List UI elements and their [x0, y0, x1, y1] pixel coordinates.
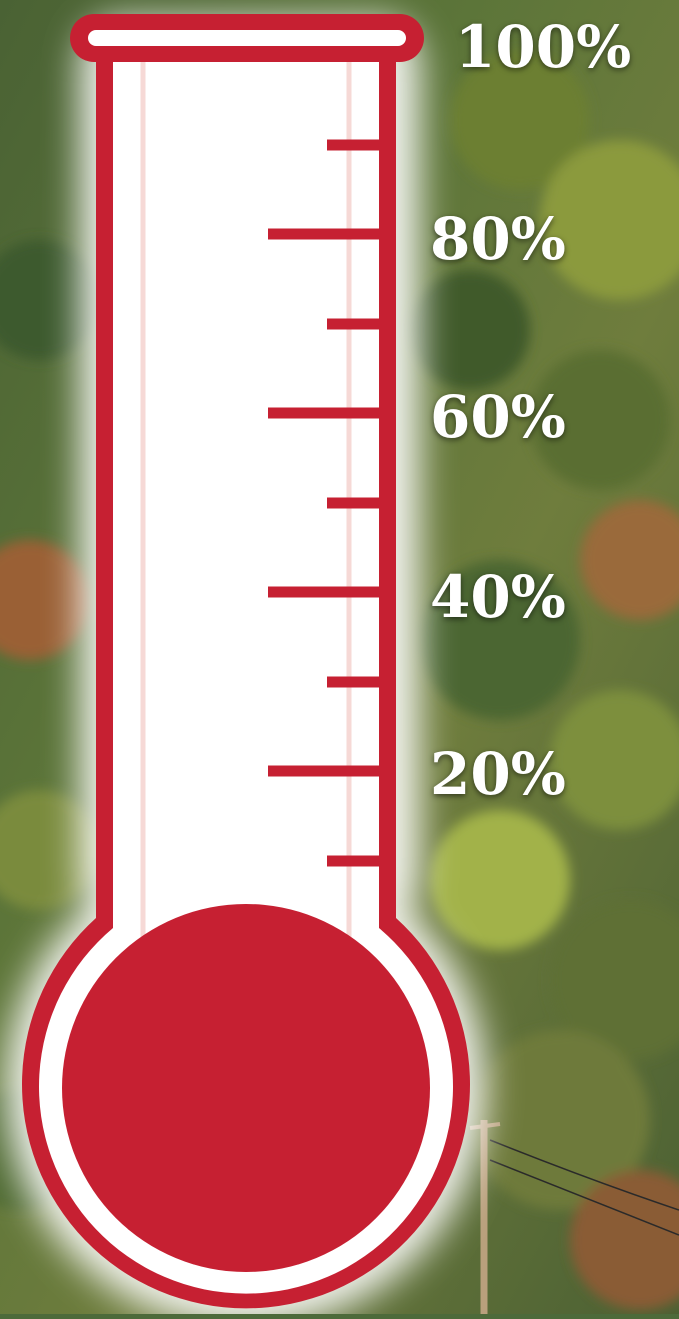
- thermometer-body: [22, 14, 471, 1309]
- label-40-percent: 40%: [430, 563, 566, 631]
- label-80-percent: 80%: [430, 205, 566, 273]
- label-100-percent: 100%: [455, 13, 632, 81]
- thermometer-bulb: [62, 904, 430, 1272]
- label-20-percent: 20%: [430, 740, 566, 808]
- tick-marks: [268, 139, 381, 867]
- label-60-percent: 60%: [430, 383, 566, 451]
